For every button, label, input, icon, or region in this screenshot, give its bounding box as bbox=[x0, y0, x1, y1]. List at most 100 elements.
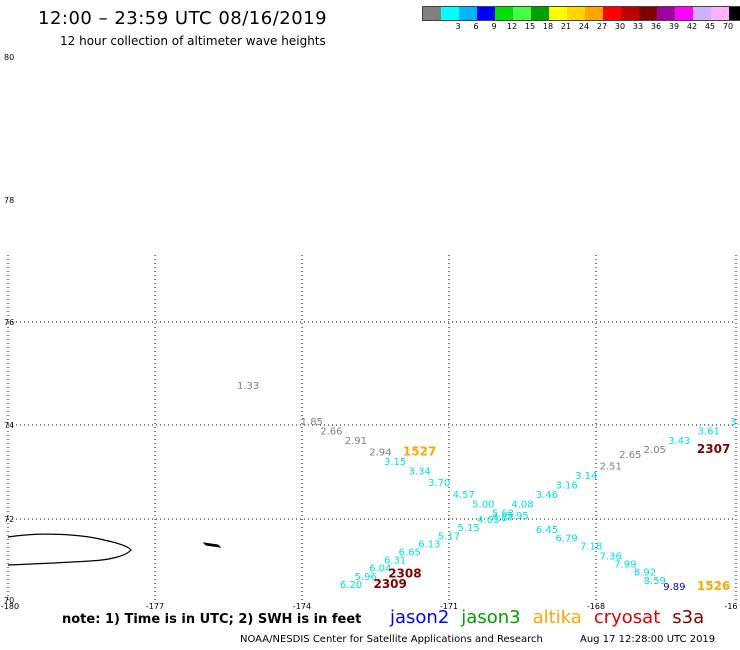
latitude-label: 74 bbox=[4, 421, 14, 430]
wave-height-value: 2.05 bbox=[644, 445, 666, 456]
alaska-coastline bbox=[7, 533, 132, 566]
wave-height-value: 5.17 bbox=[438, 531, 460, 542]
colorbar-swatch bbox=[657, 7, 675, 20]
colorbar-swatch bbox=[621, 7, 639, 20]
colorbar-label: 3 bbox=[455, 22, 461, 31]
colorbar-label: 45 bbox=[704, 22, 716, 31]
latitude-label: 80 bbox=[4, 53, 14, 62]
colorbar-swatch bbox=[531, 7, 549, 20]
legend-item: cryosat bbox=[593, 607, 661, 628]
longitude-label: -177 bbox=[146, 602, 164, 611]
longitude-label: -171 bbox=[440, 602, 458, 611]
wave-height-value: 9.89 bbox=[663, 582, 685, 593]
wave-height-value: 2.94 bbox=[369, 448, 391, 459]
wave-height-value: 6.65 bbox=[399, 547, 421, 558]
legend-item: jason2 bbox=[390, 607, 450, 628]
wave-height-value: 6.13 bbox=[418, 539, 440, 550]
colorbar-swatch bbox=[567, 7, 585, 20]
colorbar-label: 18 bbox=[542, 22, 554, 31]
wave-height-value: 5.95 bbox=[506, 511, 528, 522]
page-subtitle: 12 hour collection of altimeter wave hei… bbox=[60, 34, 326, 48]
colorbar-swatches bbox=[422, 6, 740, 21]
colorbar-label: 36 bbox=[650, 22, 662, 31]
wave-height-value: 7.99 bbox=[614, 560, 636, 571]
colorbar-label: 70 bbox=[722, 22, 734, 31]
wave-height-value: 3.46 bbox=[536, 490, 558, 501]
colorbar-label: 24 bbox=[578, 22, 590, 31]
pass-time-label: 1526 bbox=[697, 579, 730, 593]
footer-organization: NOAA/NESDIS Center for Satellite Applica… bbox=[240, 634, 543, 645]
wave-height-value: 3.70 bbox=[428, 478, 450, 489]
wave-height-value: 8.59 bbox=[644, 576, 666, 587]
legend-item: altika bbox=[532, 607, 582, 628]
latitude-label: 78 bbox=[4, 196, 14, 205]
wave-height-value: 3.34 bbox=[408, 466, 430, 477]
wave-height-value: 3.14 bbox=[575, 471, 597, 482]
wave-height-value: 7.18 bbox=[580, 541, 602, 552]
wave-height-value: 8.92 bbox=[634, 568, 656, 579]
colorbar-label: 30 bbox=[614, 22, 626, 31]
longitude-labels: -180 -177 -174 -171 -168 -16 bbox=[1, 602, 738, 611]
legend-item: jason3 bbox=[461, 607, 521, 628]
wave-height-value: 6.04 bbox=[369, 564, 391, 575]
colorbar-swatch bbox=[477, 7, 495, 20]
coastline bbox=[7, 533, 222, 566]
colorbar-swatch bbox=[441, 7, 459, 20]
wave-height-value: 6.31 bbox=[384, 556, 406, 567]
colorbar-label: 6 bbox=[473, 22, 479, 31]
wave-height-value: 3.61 bbox=[698, 426, 720, 437]
colorbar-label: 21 bbox=[560, 22, 572, 31]
latitude-labels: 80 78 76 74 72 70 bbox=[4, 53, 14, 605]
wave-height-value: 1.85 bbox=[301, 417, 323, 428]
wave-height-value: 5.00 bbox=[472, 499, 494, 510]
latitude-label: 76 bbox=[4, 318, 14, 327]
map-grid bbox=[7, 255, 737, 600]
pass-time-label: 2308 bbox=[388, 567, 421, 581]
wave-height-value: 4.57 bbox=[453, 490, 475, 501]
footer-timestamp: Aug 17 12:28:00 UTC 2019 bbox=[580, 634, 716, 645]
wave-height-value: 6.45 bbox=[536, 525, 558, 536]
wave-height-value: 1.33 bbox=[237, 381, 259, 392]
colorbar-swatch bbox=[495, 7, 513, 20]
satellite-legend: jason2 jason3 altika cryosat s3a bbox=[390, 607, 716, 628]
colorbar-swatch bbox=[549, 7, 567, 20]
units-note: note: 1) Time is in UTC; 2) SWH is in fe… bbox=[62, 612, 362, 627]
colorbar-swatch bbox=[585, 7, 603, 20]
wave-height-value: 6.79 bbox=[555, 533, 577, 544]
page-title: 12:00 – 23:59 UTC 08/16/2019 bbox=[38, 8, 328, 29]
colorbar-label: 39 bbox=[668, 22, 680, 31]
wave-height-value: 6.20 bbox=[340, 580, 362, 591]
latitude-label: 70 bbox=[4, 596, 14, 605]
colorbar-swatch bbox=[693, 7, 711, 20]
wave-height-value: 4.08 bbox=[511, 499, 533, 510]
colorbar-label: 15 bbox=[524, 22, 536, 31]
wave-height-value: 3.6 bbox=[730, 417, 740, 428]
wave-height-value: 5.96 bbox=[355, 572, 377, 583]
legend-item: s3a bbox=[672, 607, 705, 628]
island-coastline bbox=[202, 542, 222, 548]
pass-time-label: 2309 bbox=[373, 577, 406, 591]
latitude-label: 72 bbox=[4, 515, 14, 524]
colorbar-swatch bbox=[513, 7, 531, 20]
colorbar-swatch bbox=[459, 7, 477, 20]
colorbar-label: 33 bbox=[632, 22, 644, 31]
wave-height-value: 3.15 bbox=[384, 457, 406, 468]
colorbar-label: 42 bbox=[686, 22, 698, 31]
wave-height-value: 2.51 bbox=[600, 462, 622, 473]
wave-height-value: 5.15 bbox=[457, 523, 479, 534]
wave-height-observations: 1.33 1.852.662.912.943.153.343.704.575.00… bbox=[237, 381, 740, 593]
pass-time-label: 2307 bbox=[697, 442, 730, 456]
colorbar-swatch bbox=[711, 7, 729, 20]
pass-time-label: 1527 bbox=[403, 445, 436, 459]
longitude-label: -174 bbox=[293, 602, 311, 611]
wave-height-value: 4.87 bbox=[492, 513, 514, 524]
wave-height-value: 3.16 bbox=[555, 480, 577, 491]
colorbar-swatch bbox=[603, 7, 621, 20]
longitude-label: -16 bbox=[724, 602, 737, 611]
colorbar-swatch bbox=[639, 7, 657, 20]
